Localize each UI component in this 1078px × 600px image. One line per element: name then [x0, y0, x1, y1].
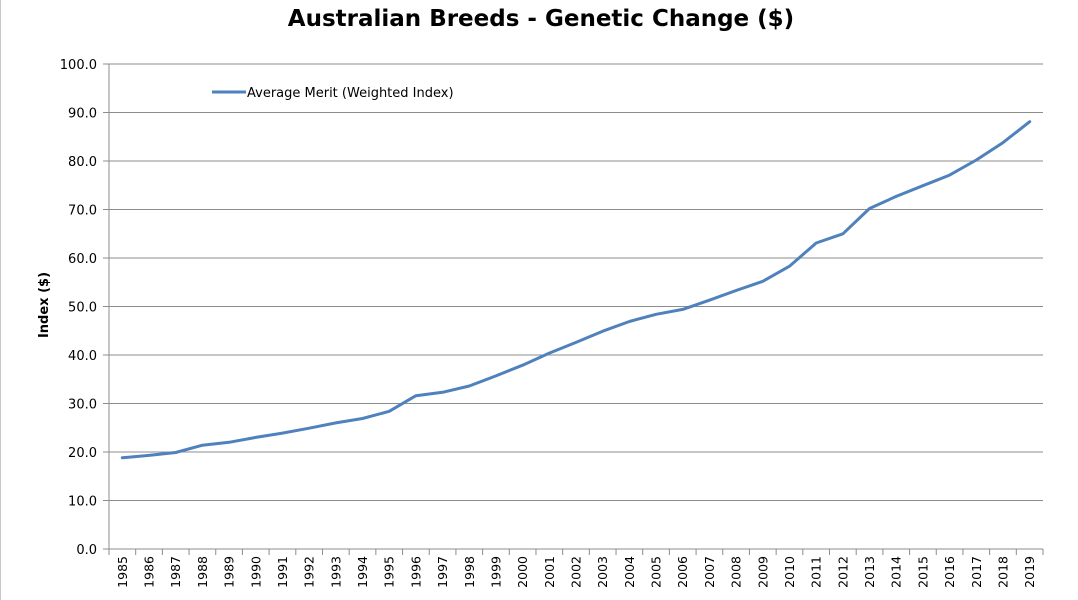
x-tick-label: 1991 [275, 556, 290, 588]
x-tick-label: 1998 [462, 556, 477, 588]
y-tick-label: 70.0 [68, 204, 97, 219]
x-tick-label: 2002 [569, 556, 584, 588]
y-axis-label: Index ($) [37, 272, 52, 338]
y-tick-label: 100.0 [60, 58, 97, 73]
legend-label: Average Merit (Weighted Index) [247, 86, 454, 101]
y-tick-label: 20.0 [68, 446, 97, 461]
x-tick-label: 1990 [248, 556, 263, 588]
x-tick-label: 1993 [328, 556, 343, 588]
series-line [120, 120, 1032, 460]
x-tick-label: 2005 [649, 556, 664, 588]
x-tick-label: 2003 [595, 556, 610, 588]
x-tick-label: 2014 [889, 556, 904, 588]
y-tick-label: 60.0 [68, 252, 97, 267]
x-tick-label: 2017 [969, 556, 984, 588]
series-layer [120, 120, 1032, 460]
y-tick-label: 0.0 [76, 543, 97, 558]
x-tick-label: 2016 [942, 556, 957, 588]
x-tick-label: 2006 [675, 556, 690, 588]
x-tick-label: 1987 [168, 556, 183, 588]
x-tick-label: 2008 [729, 556, 744, 588]
x-tick-label: 1992 [302, 556, 317, 588]
y-tick-label: 10.0 [68, 495, 97, 510]
y-tick-label: 40.0 [68, 349, 97, 364]
x-tick-label: 1988 [195, 556, 210, 588]
x-tick-label: 2009 [755, 556, 770, 588]
x-tick-label: 2018 [995, 556, 1010, 588]
x-tick-label: 1994 [355, 556, 370, 588]
x-tick-label: 1986 [142, 556, 157, 588]
y-tick-label: 30.0 [68, 398, 97, 413]
x-tick-label: 2011 [809, 556, 824, 588]
y-tick-label: 50.0 [68, 301, 97, 316]
x-tick-label: 2004 [622, 556, 637, 588]
chart-title: Australian Breeds - Genetic Change ($) [288, 6, 794, 32]
x-tick-label: 2001 [542, 556, 557, 588]
y-tick-label: 90.0 [68, 107, 97, 122]
x-tick-label: 1995 [382, 556, 397, 588]
x-tick-label: 2000 [515, 556, 530, 588]
x-tick-label: 2013 [862, 556, 877, 588]
x-tick-label: 1985 [115, 556, 130, 588]
axes: 0.0 10.0 20.0 30.0 40.0 50.0 60.0 70.0 80.0 90.0 1… [60, 58, 1044, 588]
x-tick-label: 1996 [408, 556, 423, 588]
x-tick-label: 2012 [835, 556, 850, 588]
x-tick-label: 2019 [1022, 556, 1037, 588]
x-tick-label: 1989 [222, 556, 237, 588]
x-tick-label: 2010 [782, 556, 797, 588]
x-tick-label: 1997 [435, 556, 450, 588]
x-tick-label: 2015 [915, 556, 930, 588]
x-tick-label: 2007 [702, 556, 717, 588]
legend: Average Merit (Weighted Index) [212, 86, 454, 101]
x-tick-label: 1999 [488, 556, 503, 588]
y-tick-label: 80.0 [68, 155, 97, 170]
gridlines [103, 63, 1043, 550]
